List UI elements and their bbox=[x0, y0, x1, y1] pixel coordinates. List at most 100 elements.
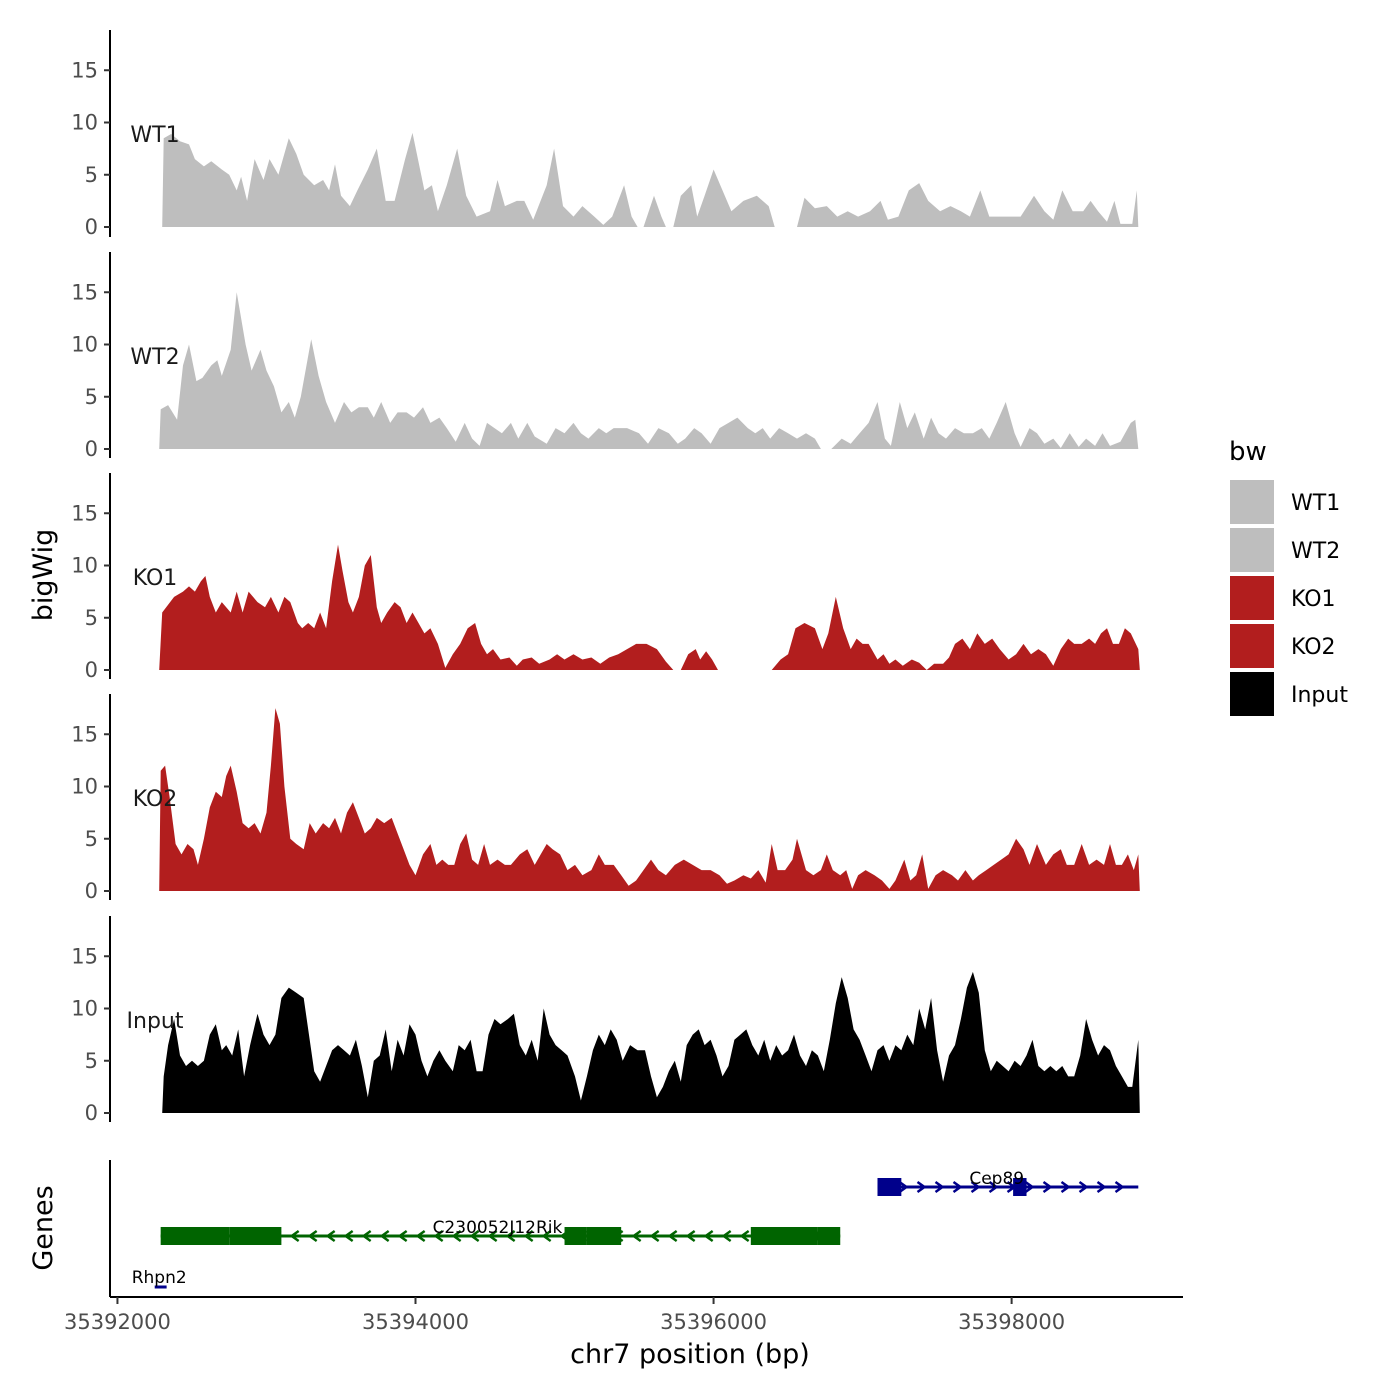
y-tick-label: 5 bbox=[85, 606, 98, 630]
strand-arrow bbox=[631, 1229, 642, 1243]
track-wt2: 0 5 10 15 WT2 bbox=[71, 252, 1139, 461]
y-tick-label: 10 bbox=[71, 997, 98, 1021]
strand-arrow bbox=[397, 1229, 408, 1243]
legend-item-wt1: WT1 bbox=[1230, 480, 1340, 524]
strand-arrow bbox=[988, 1180, 999, 1194]
y-tick-label: 0 bbox=[85, 658, 98, 682]
legend-swatch bbox=[1230, 624, 1274, 668]
area-ko1 bbox=[159, 544, 1140, 670]
strand-arrow bbox=[307, 1229, 318, 1243]
gene-label: Rhpn2 bbox=[132, 1268, 187, 1288]
strand-arrow bbox=[487, 1229, 498, 1243]
strand-arrow bbox=[361, 1229, 372, 1243]
gene-c230052j12rik: C230052J12Rik bbox=[160, 1218, 841, 1245]
area-input bbox=[162, 971, 1140, 1113]
legend: bw WT1 WT2 KO1 KO2 Input bbox=[1229, 437, 1348, 716]
strand-arrow bbox=[1060, 1180, 1071, 1194]
y-tick-label: 15 bbox=[71, 280, 98, 304]
strand-arrow bbox=[1024, 1180, 1035, 1194]
strand-arrow bbox=[415, 1229, 426, 1243]
strand-arrow bbox=[952, 1180, 963, 1194]
strand-arrow bbox=[433, 1229, 444, 1243]
y-tick-label: 15 bbox=[71, 501, 98, 525]
y-tick-label: 0 bbox=[85, 879, 98, 903]
legend-label: WT2 bbox=[1291, 539, 1340, 564]
tracks-panel: 0 5 10 15 WT1 0 5 10 15 WT2 0 5 10 15 KO1 0 5 10 15 KO2 0 5 10… bbox=[71, 30, 1140, 1125]
y-axis-title: bigWig bbox=[28, 529, 59, 622]
area-ko2 bbox=[159, 708, 1140, 891]
y-tick-label: 0 bbox=[85, 437, 98, 461]
legend-swatch bbox=[1230, 576, 1274, 620]
strand-arrow bbox=[523, 1229, 534, 1243]
strand-arrow bbox=[343, 1229, 354, 1243]
area-wt2 bbox=[159, 292, 1139, 449]
exon bbox=[564, 1227, 587, 1245]
gene-cep89: Cep89 bbox=[877, 1169, 1139, 1196]
strand-arrow bbox=[1096, 1180, 1107, 1194]
strand-arrow bbox=[469, 1229, 480, 1243]
y-tick-label: 5 bbox=[85, 827, 98, 851]
strand-arrow bbox=[325, 1229, 336, 1243]
legend-label: KO1 bbox=[1291, 587, 1336, 612]
exon bbox=[229, 1227, 282, 1245]
legend-swatch bbox=[1230, 480, 1274, 524]
genes-panel: Cep89 C230052J12Rik Rhpn2 bbox=[109, 1160, 1139, 1297]
track-label: KO1 bbox=[133, 566, 178, 591]
legend-swatch bbox=[1230, 528, 1274, 572]
strand-arrow bbox=[721, 1229, 732, 1243]
y-tick-label: 5 bbox=[85, 163, 98, 187]
legend-title: bw bbox=[1229, 437, 1267, 467]
x-tick-label: 35392000 bbox=[64, 1310, 171, 1334]
y-tick-label: 5 bbox=[85, 385, 98, 409]
y-tick-label: 10 bbox=[71, 775, 98, 799]
y-tick-label: 0 bbox=[85, 215, 98, 239]
legend-swatch bbox=[1230, 672, 1274, 716]
track-label: WT1 bbox=[130, 123, 179, 148]
track-wt1: 0 5 10 15 WT1 bbox=[71, 30, 1139, 239]
track-ko2: 0 5 10 15 KO2 bbox=[71, 694, 1140, 903]
y-tick-label: 5 bbox=[85, 1049, 98, 1073]
strand-arrow bbox=[649, 1229, 660, 1243]
legend-label: KO2 bbox=[1291, 635, 1336, 660]
exon bbox=[586, 1227, 622, 1245]
y-tick-label: 15 bbox=[71, 58, 98, 82]
legend-label: Input bbox=[1291, 683, 1348, 708]
track-label: Input bbox=[127, 1009, 184, 1034]
genes-axis-title: Genes bbox=[28, 1185, 59, 1270]
area-wt1 bbox=[162, 132, 1139, 227]
strand-arrow bbox=[505, 1229, 516, 1243]
gene-label: C230052J12Rik bbox=[433, 1218, 563, 1238]
legend-item-wt2: WT2 bbox=[1230, 528, 1340, 572]
y-tick-label: 10 bbox=[71, 554, 98, 578]
strand-arrow bbox=[379, 1229, 390, 1243]
gene-rhpn2: Rhpn2 bbox=[132, 1268, 187, 1289]
strand-arrow bbox=[667, 1229, 678, 1243]
exon bbox=[1013, 1178, 1027, 1196]
strand-arrow bbox=[541, 1229, 552, 1243]
x-tick-label: 35396000 bbox=[660, 1310, 767, 1334]
strand-arrow bbox=[685, 1229, 696, 1243]
legend-item-ko2: KO2 bbox=[1230, 624, 1336, 668]
x-axis: 35392000 35394000 35396000 35398000 bbox=[64, 1296, 1183, 1334]
legend-item-input: Input bbox=[1230, 672, 1348, 716]
gene-label: Cep89 bbox=[969, 1169, 1024, 1189]
track-label: KO2 bbox=[133, 787, 178, 812]
strand-arrow bbox=[289, 1229, 300, 1243]
exon bbox=[817, 1227, 841, 1245]
strand-arrow bbox=[451, 1229, 462, 1243]
y-tick-label: 10 bbox=[71, 333, 98, 357]
legend-label: WT1 bbox=[1291, 491, 1340, 516]
strand-arrow bbox=[1114, 1180, 1125, 1194]
strand-arrow bbox=[703, 1229, 714, 1243]
y-tick-label: 0 bbox=[85, 1101, 98, 1125]
exon bbox=[877, 1178, 902, 1196]
legend-item-ko1: KO1 bbox=[1230, 576, 1336, 620]
x-tick-label: 35398000 bbox=[958, 1310, 1065, 1334]
strand-arrow bbox=[739, 1229, 750, 1243]
track-ko1: 0 5 10 15 KO1 bbox=[71, 473, 1140, 682]
strand-arrow bbox=[916, 1180, 927, 1194]
exon bbox=[750, 1227, 818, 1245]
strand-arrow bbox=[1078, 1180, 1089, 1194]
